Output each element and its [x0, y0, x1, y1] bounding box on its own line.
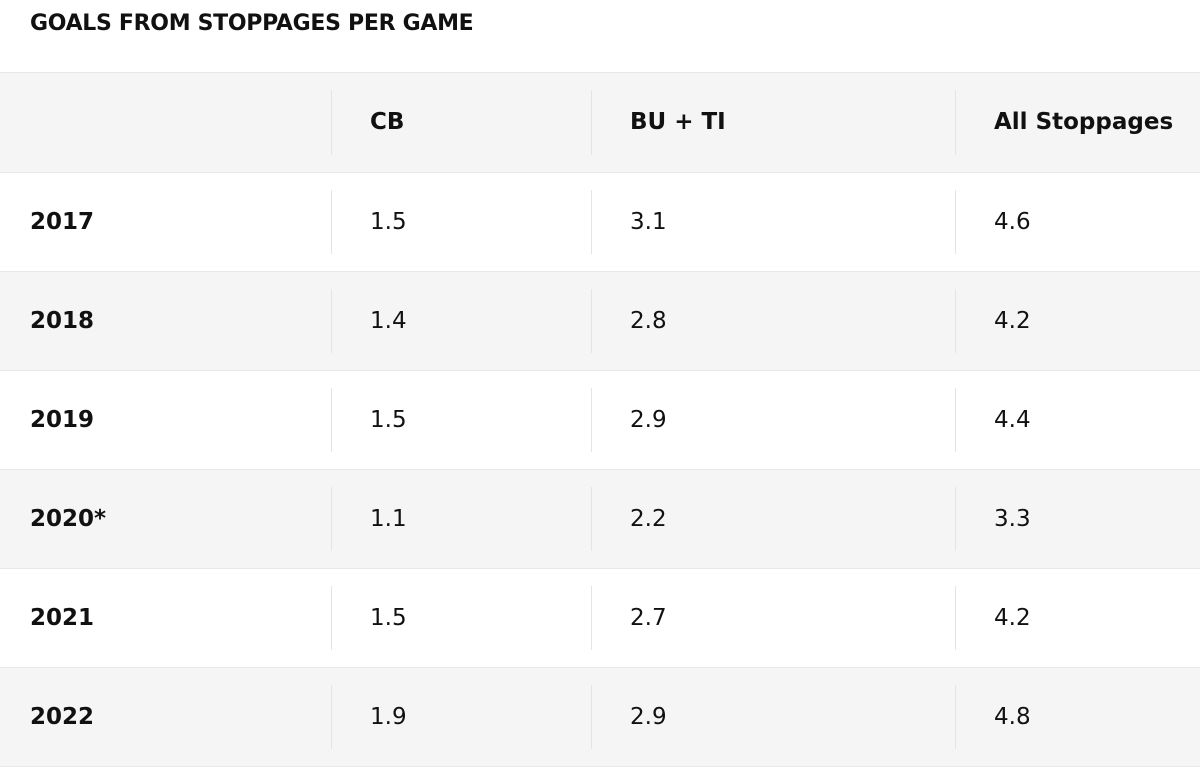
column-divider: [591, 586, 592, 650]
column-divider: [955, 487, 956, 551]
all-stoppages-cell: 4.2: [994, 604, 1031, 631]
header-cell-year: [30, 73, 320, 172]
cb-cell: 1.5: [370, 604, 407, 631]
year-cell: 2019: [30, 406, 95, 433]
table-row: 2020* 1.1 2.2 3.3: [0, 470, 1200, 569]
stoppages-table: CB BU + TI All Stoppages 2017 1.5 3.1 4.…: [0, 72, 1200, 767]
column-divider: [955, 289, 956, 353]
year-cell: 2020*: [30, 505, 107, 532]
cb-cell: 1.9: [370, 703, 407, 730]
column-divider: [331, 90, 332, 155]
year-cell: 2017: [30, 208, 95, 235]
cb-cell: 1.1: [370, 505, 407, 532]
year-cell: 2022: [30, 703, 95, 730]
year-cell: 2021: [30, 604, 95, 631]
column-divider: [955, 586, 956, 650]
column-divider: [591, 685, 592, 749]
bu-ti-cell: 2.8: [630, 307, 667, 334]
column-divider: [955, 190, 956, 254]
header-cell-all-stoppages: All Stoppages: [994, 109, 1174, 135]
column-divider: [591, 289, 592, 353]
table-header-row: CB BU + TI All Stoppages: [0, 73, 1200, 173]
column-divider: [591, 90, 592, 155]
column-divider: [591, 487, 592, 551]
all-stoppages-cell: 4.2: [994, 307, 1031, 334]
header-cell-cb: CB: [370, 109, 405, 135]
all-stoppages-cell: 4.6: [994, 208, 1031, 235]
all-stoppages-cell: 4.4: [994, 406, 1031, 433]
column-divider: [331, 487, 332, 551]
bu-ti-cell: 3.1: [630, 208, 667, 235]
column-divider: [955, 388, 956, 452]
bu-ti-cell: 2.2: [630, 505, 667, 532]
column-divider: [331, 289, 332, 353]
all-stoppages-cell: 3.3: [994, 505, 1031, 532]
table-row: 2018 1.4 2.8 4.2: [0, 272, 1200, 371]
table-title: GOALS FROM STOPPAGES PER GAME: [30, 11, 474, 36]
column-divider: [591, 190, 592, 254]
bu-ti-cell: 2.7: [630, 604, 667, 631]
column-divider: [591, 388, 592, 452]
header-cell-bu-ti: BU + TI: [630, 109, 726, 135]
table-row: 2019 1.5 2.9 4.4: [0, 371, 1200, 470]
table-row: 2022 1.9 2.9 4.8: [0, 668, 1200, 767]
table-row: 2021 1.5 2.7 4.2: [0, 569, 1200, 668]
column-divider: [331, 190, 332, 254]
column-divider: [331, 685, 332, 749]
column-divider: [331, 586, 332, 650]
table-row: 2017 1.5 3.1 4.6: [0, 173, 1200, 272]
bu-ti-cell: 2.9: [630, 703, 667, 730]
column-divider: [955, 90, 956, 155]
cb-cell: 1.5: [370, 208, 407, 235]
all-stoppages-cell: 4.8: [994, 703, 1031, 730]
bu-ti-cell: 2.9: [630, 406, 667, 433]
year-cell: 2018: [30, 307, 95, 334]
cb-cell: 1.5: [370, 406, 407, 433]
column-divider: [955, 685, 956, 749]
cb-cell: 1.4: [370, 307, 407, 334]
column-divider: [331, 388, 332, 452]
